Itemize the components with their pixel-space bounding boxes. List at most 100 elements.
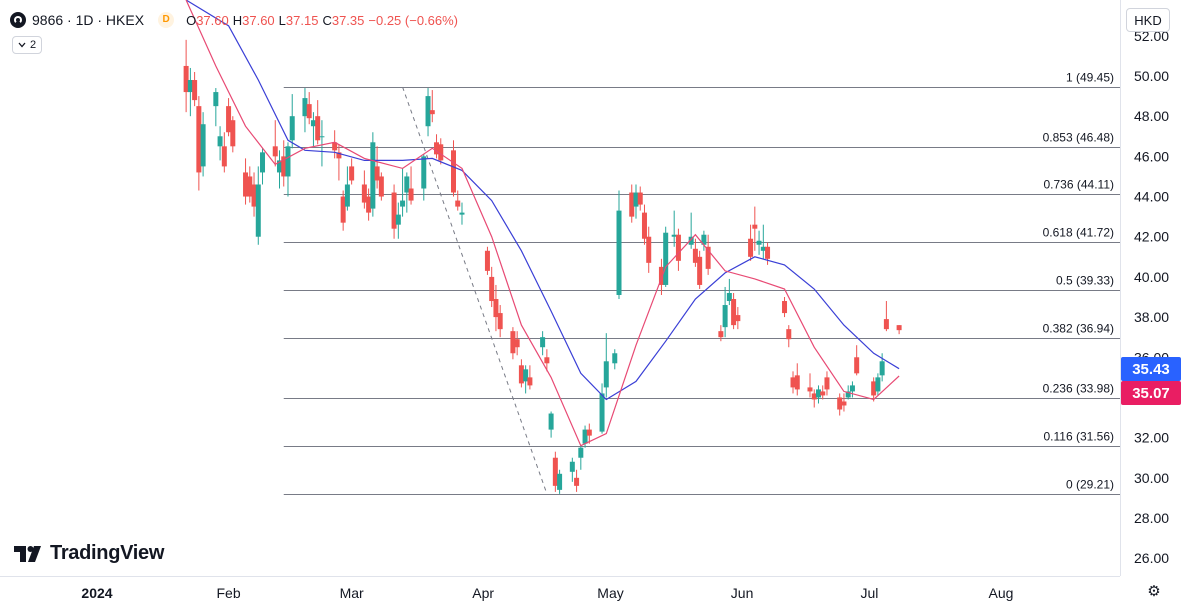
ohlc-key-close: C xyxy=(322,12,332,28)
candle xyxy=(255,166,261,245)
candle-body xyxy=(574,477,580,486)
candle xyxy=(344,166,350,211)
candle xyxy=(815,385,821,404)
candle-body xyxy=(582,429,588,444)
delayed-badge[interactable]: D xyxy=(158,12,175,28)
x-tick-label: 2024 xyxy=(81,585,112,601)
candle-body xyxy=(221,146,227,167)
candle xyxy=(790,371,796,394)
candle xyxy=(722,286,728,338)
candle xyxy=(459,202,465,225)
candle xyxy=(692,238,698,267)
candle-body xyxy=(378,176,384,197)
x-tick-label: Feb xyxy=(217,585,241,601)
candle-body xyxy=(340,196,346,223)
candle xyxy=(434,134,440,159)
candle xyxy=(450,140,456,197)
fib-level-label: 1 (49.45) xyxy=(1066,71,1114,85)
candle-body xyxy=(523,369,529,382)
candle-body xyxy=(599,393,605,432)
candle xyxy=(569,457,575,482)
indicators-toggle-button[interactable]: 2 xyxy=(12,36,42,54)
candle xyxy=(187,67,193,117)
candle xyxy=(336,144,342,181)
candle-body xyxy=(510,331,516,354)
candle xyxy=(760,224,766,259)
candle-body xyxy=(837,397,843,410)
candle-body xyxy=(586,429,592,436)
candle-body xyxy=(493,299,499,318)
candle-body xyxy=(276,160,282,173)
fibonacci-retracement[interactable]: 1 (49.45) 0.853 (46.48) 0.736 (44.11) 0.618… xyxy=(283,71,1120,495)
candle xyxy=(370,132,376,217)
candle-body xyxy=(455,200,461,207)
candle-body xyxy=(514,339,520,348)
candle xyxy=(192,71,198,107)
candle xyxy=(213,88,219,127)
y-tick-label: 40.00 xyxy=(1134,269,1169,285)
candle xyxy=(404,172,410,213)
candle-body xyxy=(756,240,762,245)
candle-body xyxy=(450,150,456,193)
y-tick-label: 42.00 xyxy=(1134,229,1169,245)
candle-body xyxy=(765,246,771,259)
tradingview-logo-icon xyxy=(14,545,41,562)
candle xyxy=(875,373,881,396)
candle-body xyxy=(260,152,266,173)
candle xyxy=(552,451,558,492)
price-label-value: 35.07 xyxy=(1132,385,1170,402)
candle-body xyxy=(527,377,533,386)
candle xyxy=(586,423,592,444)
candle xyxy=(735,307,741,330)
candle-body xyxy=(849,385,855,392)
y-tick-label: 28.00 xyxy=(1134,510,1169,526)
fib-level-label: 0.382 (36.94) xyxy=(1043,322,1114,336)
candle-body xyxy=(663,232,669,285)
candle xyxy=(697,250,703,289)
candle-body xyxy=(302,98,308,117)
currency-button[interactable]: HKD xyxy=(1126,8,1170,32)
candle-body xyxy=(760,246,766,251)
candle-body xyxy=(790,377,796,388)
candle-body xyxy=(845,391,851,398)
fib-level-label: 0.618 (41.72) xyxy=(1043,226,1114,240)
candle-body xyxy=(306,104,312,119)
y-tick-label: 26.00 xyxy=(1134,550,1169,566)
candle xyxy=(221,132,227,173)
candle xyxy=(578,445,584,470)
candle-body xyxy=(701,234,707,245)
candle-body xyxy=(612,353,618,364)
candle xyxy=(633,184,639,219)
candle xyxy=(243,158,249,205)
candle xyxy=(663,226,669,287)
candle xyxy=(484,246,490,275)
candle-body xyxy=(854,357,860,374)
candle xyxy=(497,305,503,338)
candle-body xyxy=(794,375,800,390)
candle xyxy=(786,325,792,348)
candle-body xyxy=(879,361,885,376)
candle xyxy=(637,186,643,211)
price-label-box xyxy=(1121,381,1181,405)
candle xyxy=(310,112,316,147)
candle-body xyxy=(552,457,558,486)
candle-body xyxy=(629,192,635,217)
tradingview-logo[interactable]: TradingView xyxy=(14,542,164,565)
x-tick-label: Apr xyxy=(472,585,494,601)
candle-body xyxy=(544,357,550,364)
candle-body xyxy=(217,136,223,147)
candle-body xyxy=(557,473,563,490)
price-label-box xyxy=(1121,357,1181,381)
candle xyxy=(455,190,461,211)
candle-body xyxy=(484,250,490,271)
symbol-title[interactable]: 9866 · 1D · HKEX xyxy=(32,12,145,28)
candle xyxy=(616,190,622,300)
candle xyxy=(527,365,533,390)
candle xyxy=(841,393,847,412)
candle-body xyxy=(782,301,788,314)
candle-body xyxy=(497,313,503,330)
settings-gear-icon[interactable]: ⚙ xyxy=(1147,583,1161,600)
candle xyxy=(646,226,652,273)
x-tick-label: Jun xyxy=(731,585,754,601)
